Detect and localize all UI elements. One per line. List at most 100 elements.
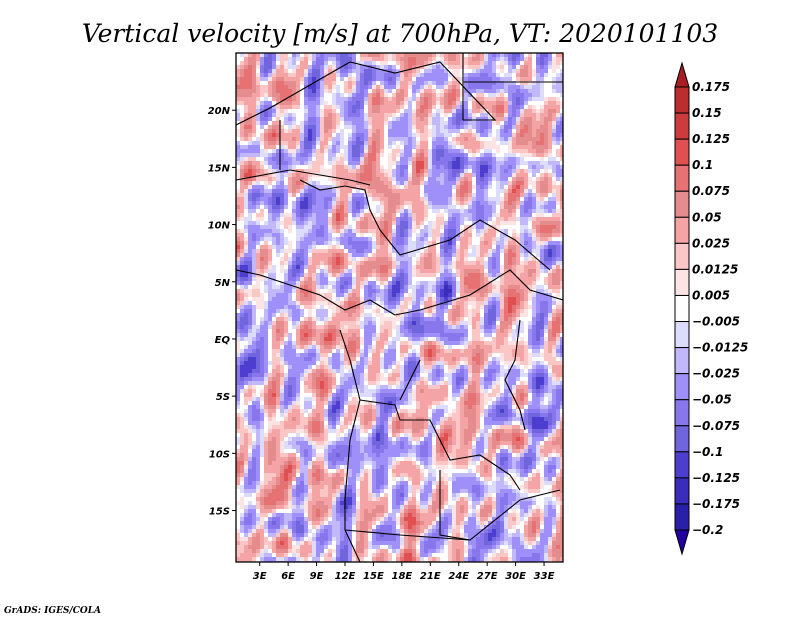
field-cell bbox=[468, 265, 472, 269]
field-cell bbox=[504, 81, 508, 85]
field-cell bbox=[484, 185, 488, 189]
field-cell bbox=[424, 73, 428, 77]
field-cell bbox=[412, 189, 416, 193]
field-cell bbox=[500, 265, 504, 269]
field-cell bbox=[264, 161, 268, 165]
field-cell bbox=[540, 265, 544, 269]
field-cell bbox=[416, 181, 420, 185]
field-cell bbox=[296, 269, 300, 273]
field-cell bbox=[260, 193, 264, 197]
field-cell bbox=[340, 53, 344, 57]
field-cell bbox=[424, 77, 428, 81]
field-cell bbox=[428, 197, 432, 201]
field-cell bbox=[404, 133, 408, 137]
field-cell bbox=[556, 305, 560, 309]
field-cell bbox=[408, 285, 412, 289]
field-cell bbox=[496, 169, 500, 173]
field-cell bbox=[344, 265, 348, 269]
field-cell bbox=[496, 229, 500, 233]
field-cell bbox=[380, 257, 384, 261]
field-cell bbox=[528, 297, 532, 301]
field-cell bbox=[268, 225, 272, 229]
field-cell bbox=[484, 181, 488, 185]
field-cell bbox=[236, 121, 240, 125]
field-cell bbox=[420, 117, 424, 121]
field-cell bbox=[448, 61, 452, 65]
field-cell bbox=[440, 121, 444, 125]
field-cell bbox=[264, 229, 268, 233]
field-cell bbox=[484, 105, 488, 109]
field-cell bbox=[280, 229, 284, 233]
field-cell bbox=[328, 169, 332, 173]
field-cell bbox=[424, 197, 428, 201]
field-cell bbox=[420, 185, 424, 189]
field-cell bbox=[308, 169, 312, 173]
field-cell bbox=[416, 153, 420, 157]
field-cell bbox=[280, 153, 284, 157]
field-cell bbox=[396, 69, 400, 73]
field-cell bbox=[356, 81, 360, 85]
field-cell bbox=[300, 309, 304, 313]
field-cell bbox=[380, 121, 384, 125]
field-cell bbox=[484, 101, 488, 105]
field-cell bbox=[528, 193, 532, 197]
field-cell bbox=[252, 121, 256, 125]
field-cell bbox=[292, 253, 296, 257]
field-cell bbox=[520, 157, 524, 161]
field-cell bbox=[356, 181, 360, 185]
field-cell bbox=[276, 85, 280, 89]
field-cell bbox=[312, 261, 316, 265]
field-cell bbox=[476, 129, 480, 133]
field-cell bbox=[280, 313, 284, 317]
field-cell bbox=[248, 69, 252, 73]
field-cell bbox=[400, 217, 404, 221]
field-cell bbox=[384, 105, 388, 109]
field-cell bbox=[500, 221, 504, 225]
field-cell bbox=[304, 157, 308, 161]
field-cell bbox=[496, 97, 500, 101]
field-cell bbox=[468, 117, 472, 121]
field-cell bbox=[528, 149, 532, 153]
field-cell bbox=[316, 153, 320, 157]
field-cell bbox=[452, 65, 456, 69]
field-cell bbox=[508, 305, 512, 309]
field-cell bbox=[552, 157, 556, 161]
field-cell bbox=[448, 177, 452, 181]
field-cell bbox=[512, 113, 516, 117]
field-cell bbox=[356, 105, 360, 109]
field-cell bbox=[384, 117, 388, 121]
field-cell bbox=[436, 169, 440, 173]
field-cell bbox=[396, 257, 400, 261]
field-cell bbox=[244, 73, 248, 77]
field-cell bbox=[332, 169, 336, 173]
field-cell bbox=[244, 237, 248, 241]
field-cell bbox=[480, 273, 484, 277]
field-cell bbox=[464, 101, 468, 105]
field-cell bbox=[520, 217, 524, 221]
field-cell bbox=[488, 161, 492, 165]
field-cell bbox=[416, 285, 420, 289]
field-cell bbox=[508, 233, 512, 237]
field-cell bbox=[312, 265, 316, 269]
field-cell bbox=[396, 237, 400, 241]
field-cell bbox=[372, 149, 376, 153]
field-cell bbox=[544, 237, 548, 241]
field-cell bbox=[548, 157, 552, 161]
field-cell bbox=[384, 209, 388, 213]
field-cell bbox=[400, 285, 404, 289]
field-cell bbox=[404, 189, 408, 193]
field-cell bbox=[516, 145, 520, 149]
field-cell bbox=[364, 85, 368, 89]
field-cell bbox=[452, 89, 456, 93]
field-cell bbox=[320, 257, 324, 261]
field-cell bbox=[488, 273, 492, 277]
field-cell bbox=[312, 161, 316, 165]
field-cell bbox=[352, 269, 356, 273]
field-cell bbox=[292, 129, 296, 133]
field-cell bbox=[396, 177, 400, 181]
field-cell bbox=[432, 181, 436, 185]
field-cell bbox=[300, 81, 304, 85]
field-cell bbox=[528, 77, 532, 81]
field-cell bbox=[376, 97, 380, 101]
field-cell bbox=[428, 221, 432, 225]
